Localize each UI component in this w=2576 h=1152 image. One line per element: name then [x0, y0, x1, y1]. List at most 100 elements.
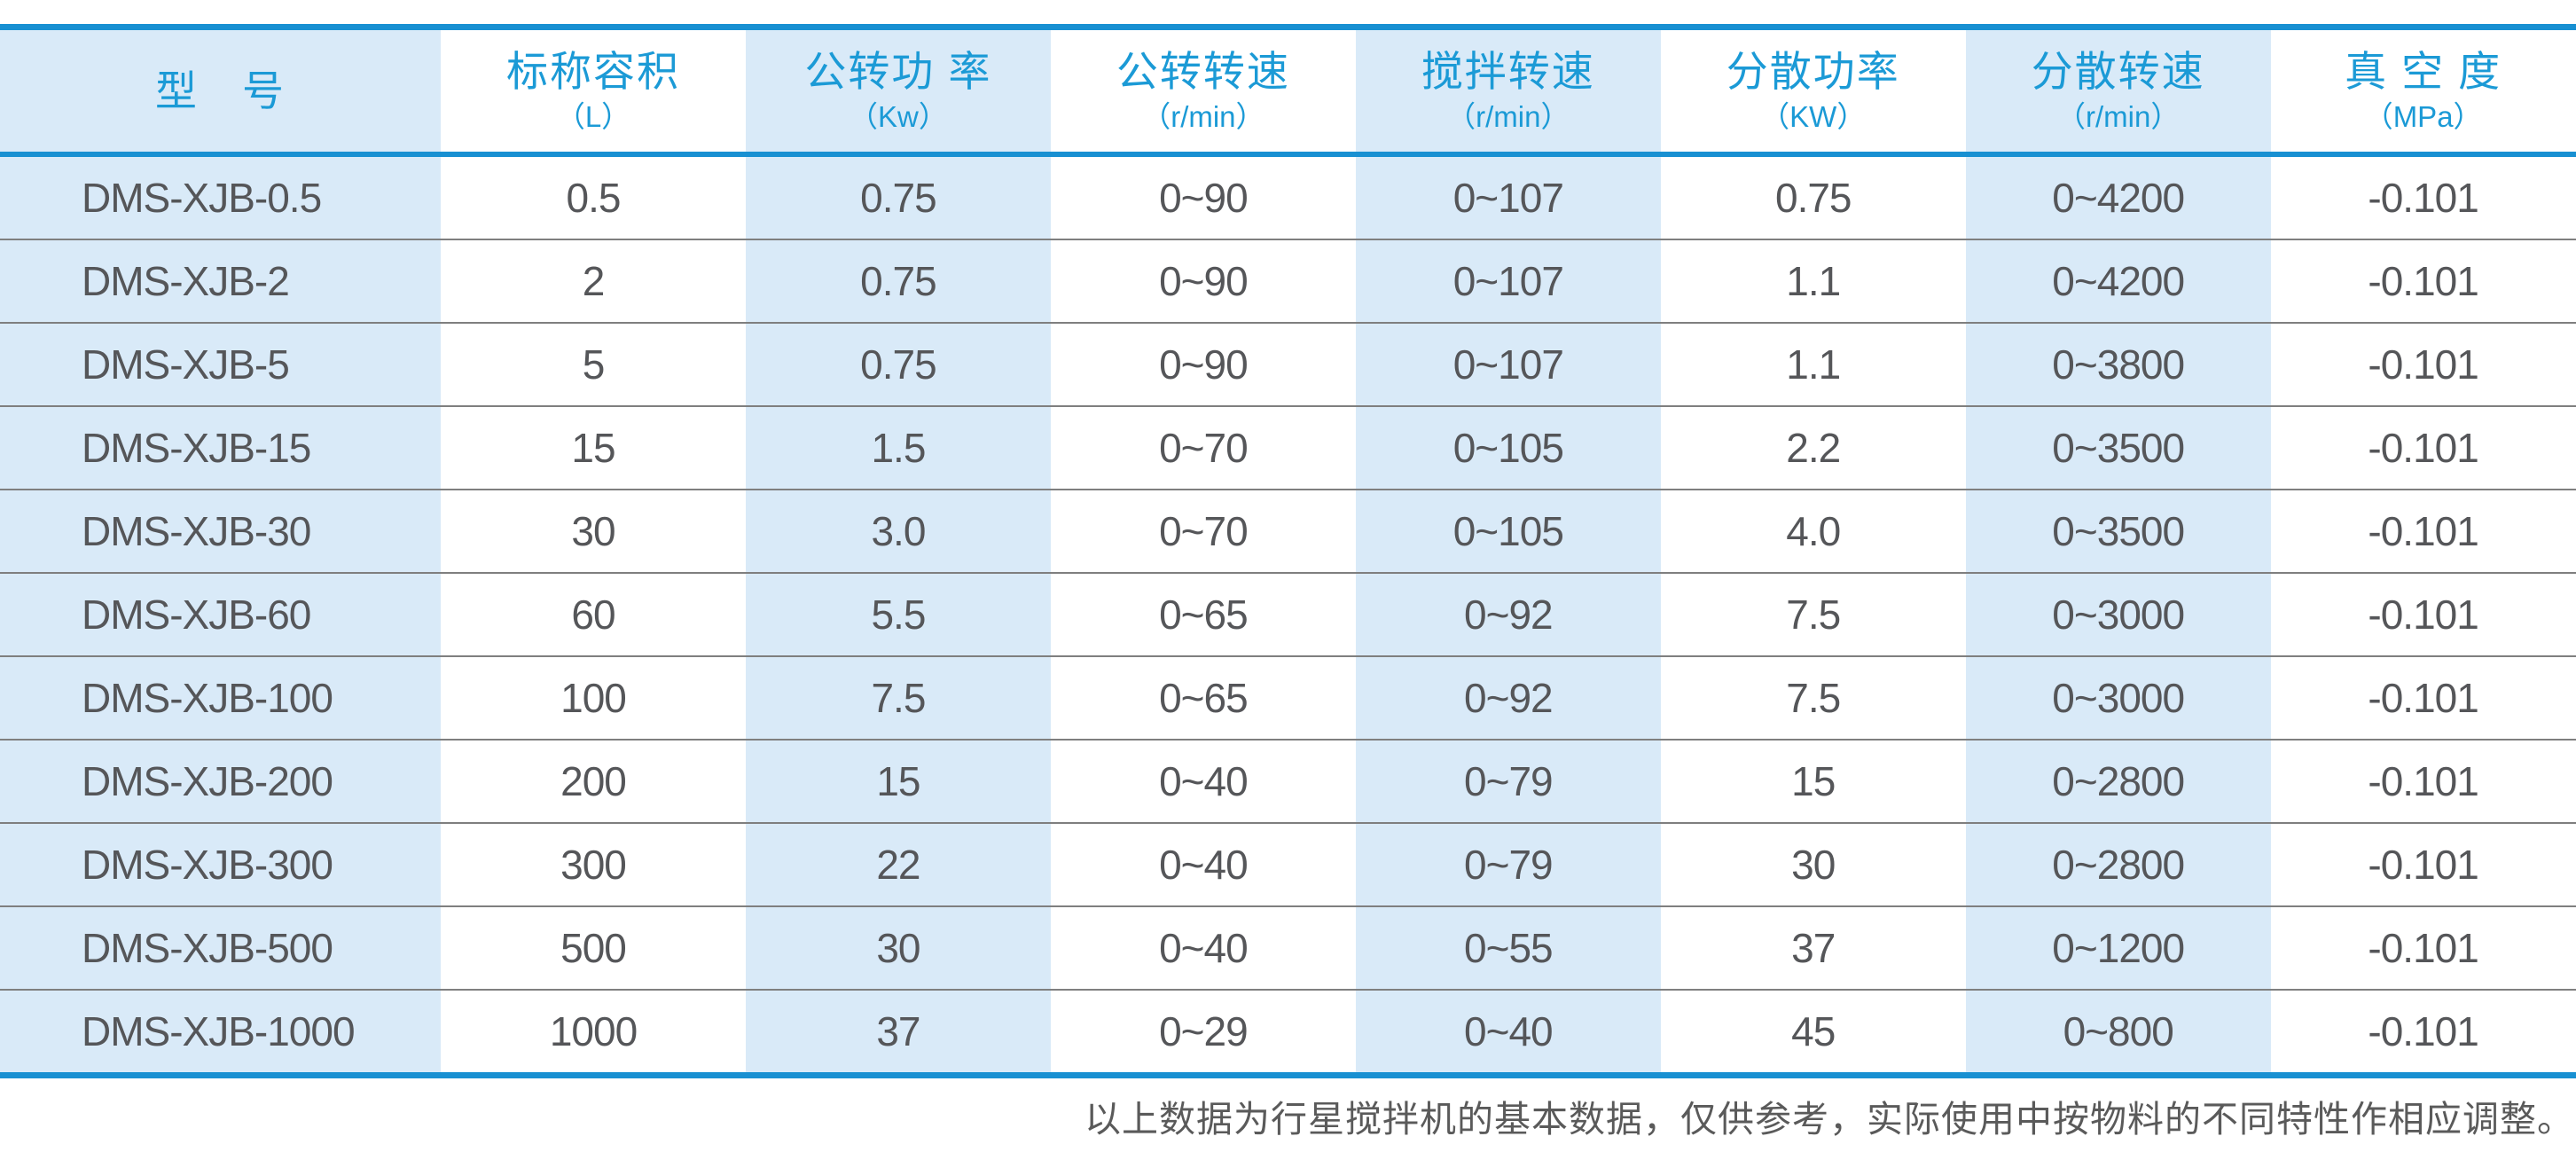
spec-table: 型 号 标称容积 （L） 公转功 率 （Kw） 公转转速 （r/min） 搅拌转速 （r/min… — [0, 24, 2576, 1078]
value-cell: 30 — [1791, 842, 1836, 888]
value-cell: 0~105 — [1355, 407, 1661, 489]
value-cell: -0.101 — [2368, 508, 2478, 554]
column-header-unit: （Kw） — [849, 100, 948, 134]
value-cell: 0.75 — [1774, 175, 1852, 221]
value-cell: 0~55 — [1355, 907, 1661, 989]
column-header-unit: （r/min） — [1446, 100, 1570, 134]
value-cell: 3.0 — [745, 490, 1051, 572]
table-row: DMS-XJB-60 60 5.5 0~65 0~92 7.5 0~3000 -0.101 — [0, 572, 2576, 655]
value-cell: 0.75 — [745, 324, 1051, 405]
value-cell: 0~79 — [1355, 741, 1661, 822]
column-header-unit: （MPa） — [2363, 100, 2483, 134]
column-header-label: 公转功 率 — [804, 47, 992, 95]
value-cell: 7.5 — [1786, 675, 1841, 721]
table-row: DMS-XJB-200 200 15 0~40 0~79 15 0~2800 -0.101 — [0, 739, 2576, 822]
table-bottom-rule — [0, 1072, 2576, 1078]
model-cell: DMS-XJB-300 — [0, 824, 442, 905]
value-cell: 15 — [571, 425, 615, 471]
value-cell: 0~92 — [1355, 657, 1661, 739]
value-cell: 37 — [745, 991, 1051, 1072]
column-header-unit: （r/min） — [1141, 100, 1265, 134]
value-cell: 0~65 — [1159, 675, 1249, 721]
value-cell: -0.101 — [2368, 175, 2478, 221]
value-cell: 0~2800 — [1965, 824, 2271, 905]
table-top-rule — [0, 24, 2576, 30]
model-cell: DMS-XJB-1000 — [0, 991, 442, 1072]
value-cell: 45 — [1791, 1008, 1836, 1054]
header-bottom-rule — [0, 152, 2576, 157]
value-cell: 0~3000 — [1965, 574, 2271, 655]
value-cell: 0~90 — [1159, 258, 1249, 304]
table-row: DMS-XJB-500 500 30 0~40 0~55 37 0~1200 -0.101 — [0, 905, 2576, 989]
value-cell: 0~107 — [1355, 157, 1661, 239]
value-cell: 2 — [582, 258, 606, 304]
value-cell: 0~29 — [1159, 1008, 1249, 1054]
table-header-row: 型 号 标称容积 （L） 公转功 率 （Kw） 公转转速 （r/min） 搅拌转速 （r/min… — [0, 30, 2576, 152]
model-cell: DMS-XJB-100 — [0, 657, 442, 739]
column-header: 公转转速 （r/min） — [1051, 30, 1356, 152]
table-row: DMS-XJB-1000 1000 37 0~29 0~40 45 0~800 -0.101 — [0, 989, 2576, 1072]
value-cell: 5.5 — [745, 574, 1051, 655]
value-cell: 0~3000 — [1965, 657, 2271, 739]
value-cell: 300 — [560, 842, 627, 888]
column-header-label: 公转转速 — [1116, 47, 1290, 95]
value-cell: -0.101 — [2368, 1008, 2478, 1054]
value-cell: 15 — [745, 741, 1051, 822]
value-cell: 0~90 — [1159, 175, 1249, 221]
value-cell: 0~4200 — [1965, 157, 2271, 239]
model-cell: DMS-XJB-30 — [0, 490, 442, 572]
column-header-unit: （r/min） — [2056, 100, 2181, 134]
value-cell: 0~107 — [1355, 240, 1661, 322]
table-row: DMS-XJB-30 30 3.0 0~70 0~105 4.0 0~3500 -0.101 — [0, 489, 2576, 572]
value-cell: 1.5 — [745, 407, 1051, 489]
value-cell: 0~40 — [1159, 842, 1249, 888]
value-cell: -0.101 — [2368, 758, 2478, 804]
value-cell: 100 — [560, 675, 627, 721]
value-cell: 0~105 — [1355, 490, 1661, 572]
value-cell: 30 — [745, 907, 1051, 989]
column-header-label: 搅拌转速 — [1421, 47, 1595, 95]
value-cell: 0~92 — [1355, 574, 1661, 655]
value-cell: 1.1 — [1786, 341, 1841, 388]
model-cell: DMS-XJB-0.5 — [0, 157, 442, 239]
model-cell: DMS-XJB-15 — [0, 407, 442, 489]
value-cell: 0~40 — [1355, 991, 1661, 1072]
table-row: DMS-XJB-2 2 0.75 0~90 0~107 1.1 0~4200 -0.101 — [0, 239, 2576, 322]
column-header: 型 号 — [0, 30, 442, 152]
table-row: DMS-XJB-5 5 0.75 0~90 0~107 1.1 0~3800 -0.101 — [0, 322, 2576, 405]
value-cell: 0~70 — [1159, 508, 1249, 554]
column-header: 搅拌转速 （r/min） — [1355, 30, 1661, 152]
model-cell: DMS-XJB-2 — [0, 240, 442, 322]
table-row: DMS-XJB-100 100 7.5 0~65 0~92 7.5 0~3000 -0.101 — [0, 655, 2576, 739]
value-cell: 1000 — [549, 1008, 638, 1054]
column-header-unit: （L） — [555, 100, 631, 134]
value-cell: 15 — [1791, 758, 1836, 804]
table-row: DMS-XJB-15 15 1.5 0~70 0~105 2.2 0~3500 -0.101 — [0, 405, 2576, 489]
column-header: 公转功 率 （Kw） — [745, 30, 1051, 152]
value-cell: 37 — [1791, 925, 1836, 971]
value-cell: 0~90 — [1159, 341, 1249, 388]
value-cell: 200 — [560, 758, 627, 804]
column-header: 分散转速 （r/min） — [1965, 30, 2271, 152]
value-cell: -0.101 — [2368, 675, 2478, 721]
model-cell: DMS-XJB-200 — [0, 741, 442, 822]
value-cell: -0.101 — [2368, 425, 2478, 471]
value-cell: 2.2 — [1786, 425, 1841, 471]
value-cell: 0~3800 — [1965, 324, 2271, 405]
column-header-label: 分散转速 — [2031, 47, 2205, 95]
model-cell: DMS-XJB-60 — [0, 574, 442, 655]
column-header: 标称容积 （L） — [441, 30, 746, 152]
column-header-label: 标称容积 — [506, 47, 680, 95]
value-cell: 30 — [571, 508, 615, 554]
value-cell: -0.101 — [2368, 592, 2478, 638]
table-row: DMS-XJB-0.5 0.5 0.75 0~90 0~107 0.75 0~4200 -0.… — [0, 157, 2576, 239]
value-cell: 0~79 — [1355, 824, 1661, 905]
table-row: DMS-XJB-300 300 22 0~40 0~79 30 0~2800 -0.101 — [0, 822, 2576, 905]
value-cell: 0~107 — [1355, 324, 1661, 405]
column-header: 分散功率 （KW） — [1661, 30, 1966, 152]
value-cell: 0~40 — [1159, 925, 1249, 971]
value-cell: 22 — [745, 824, 1051, 905]
value-cell: 500 — [560, 925, 627, 971]
table-body: DMS-XJB-0.5 0.5 0.75 0~90 0~107 0.75 0~4200 -0.… — [0, 157, 2576, 1072]
